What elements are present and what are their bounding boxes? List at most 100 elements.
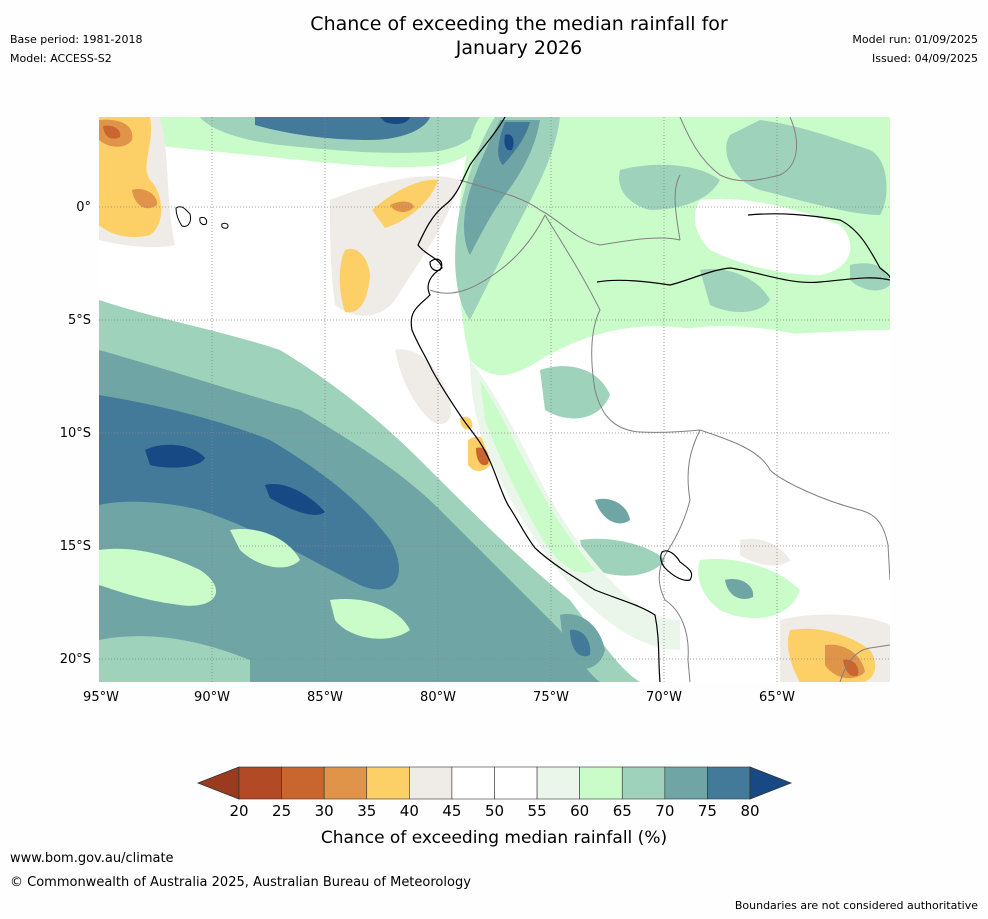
issued-text: Issued: 04/09/2025 <box>871 52 978 65</box>
border-peru-bolivia <box>658 429 701 601</box>
graticule <box>99 117 890 682</box>
header-right: Model run: 01/09/2025 Issued: 04/09/2025 <box>852 30 978 68</box>
region-land-neutral-amazon <box>694 199 851 275</box>
border-ecuador-peru <box>429 214 546 294</box>
colorbar-segment <box>451 766 495 800</box>
lat-label-5s: 5°S <box>68 313 91 328</box>
coastlines <box>410 117 890 682</box>
country-borders <box>429 117 890 682</box>
coastline-lake-titicaca <box>660 550 693 581</box>
colorbar-tick-label: 50 <box>485 802 504 820</box>
colorbar-segment <box>579 766 623 800</box>
region-land-neutral-south <box>680 326 890 474</box>
galapagos-san-cristobal <box>221 222 229 229</box>
colorbar-segment <box>494 766 538 800</box>
colorbar-tick-label: 70 <box>655 802 674 820</box>
region-land-wet-amazon-2 <box>850 263 890 291</box>
colorbar-tick-label: 20 <box>229 802 248 820</box>
longitude-labels: 95°W 90°W 85°W 80°W 75°W 70°W 65°W <box>83 690 795 705</box>
region-ocean-mod-wet-south-2 <box>230 529 300 568</box>
border-colombia-ecuador <box>459 179 681 246</box>
colorbar-segment <box>366 766 410 800</box>
disclaimer-text: Boundaries are not considered authoritat… <box>734 899 978 912</box>
coastline-amazon-river <box>596 267 890 286</box>
colorbar-segment <box>664 766 708 800</box>
colorbar-tick-label: 25 <box>272 802 291 820</box>
colorbar-segment <box>409 766 453 800</box>
colorbar-extend-high <box>749 766 793 800</box>
colorbar-tick-label: 60 <box>570 802 589 820</box>
colorbar-tick-label: 35 <box>357 802 376 820</box>
region-coastal-near-neutral <box>395 349 452 424</box>
region-land-neutral-southeast <box>680 476 890 620</box>
galapagos-santa-cruz <box>199 217 208 225</box>
border-peru-brazil <box>544 214 701 433</box>
coastline-gulf-guayaquil <box>429 258 443 272</box>
region-land-wet-central-2 <box>580 538 665 576</box>
region-ocean-mod-wet-south-3 <box>330 599 410 639</box>
region-land-wet-ne <box>726 120 887 215</box>
region-land-more-wet-central <box>595 498 630 524</box>
region-land-wet-ne-2 <box>619 164 720 210</box>
region-land-near-neutral-se <box>740 538 790 566</box>
colorbar-segments <box>238 766 751 800</box>
region-ocean-very-wet-south-patch <box>570 629 591 657</box>
border-colombia-venezuela <box>679 117 798 182</box>
galapagos-isabela <box>175 206 191 227</box>
region-ocean-very-wet <box>99 395 399 590</box>
lon-label-75w: 75°W <box>533 690 569 705</box>
region-north-ocean-extreme-wet <box>380 117 410 125</box>
colorbar-label: Chance of exceeding median rainfall (%) <box>321 828 667 848</box>
region-dry-nw-mod-2 <box>132 189 158 209</box>
colorbar-segment <box>536 766 580 800</box>
region-ocean-extreme-wet-2 <box>265 484 325 515</box>
region-land-wet-central <box>540 366 610 419</box>
header-left: Base period: 1981-2018 Model: ACCESS-S2 <box>10 30 142 68</box>
colorbar-segment <box>707 766 751 800</box>
region-land-mod-wet-band <box>480 380 595 573</box>
lat-label-20s: 20°S <box>60 652 91 667</box>
lat-label-10s: 10°S <box>60 426 91 441</box>
coastline-west-south-america <box>410 117 661 682</box>
colorbar-tick-label: 45 <box>442 802 461 820</box>
copyright-text: © Commonwealth of Australia 2025, Austra… <box>10 875 471 890</box>
bom-website-link[interactable]: www.bom.gov.au/climate <box>10 851 174 866</box>
lon-label-85w: 85°W <box>307 690 343 705</box>
region-dry-nw-strong-1 <box>103 125 121 139</box>
border-colombia-brazil <box>674 174 681 241</box>
model-run-text: Model run: 01/09/2025 <box>852 33 978 46</box>
colorbar-extend-low <box>196 766 240 800</box>
lat-label-0: 0° <box>76 200 91 215</box>
region-north-ocean-very-wet <box>255 117 430 140</box>
colorbar-tick-labels: 20 25 30 35 40 45 50 55 60 65 70 75 80 <box>229 802 759 820</box>
colorbar-segment <box>238 766 282 800</box>
model-text: Model: ACCESS-S2 <box>10 52 112 65</box>
region-ocean-extreme-wet-1 <box>145 444 205 468</box>
border-chile-bolivia <box>664 599 691 682</box>
region-dry-se-strong <box>843 659 859 677</box>
galapagos-islands <box>175 206 229 229</box>
map-title: Chance of exceeding the median rainfall … <box>194 12 844 60</box>
colorbar-tick-label: 80 <box>740 802 759 820</box>
rainfall-map <box>99 117 890 682</box>
colorbar-tick-label: 65 <box>613 802 632 820</box>
title-line-2: January 2026 <box>455 37 583 59</box>
colorbar-segment <box>323 766 368 800</box>
region-land-more-wet-se <box>725 579 754 599</box>
coastline-amazon-river-upper <box>747 213 890 279</box>
border-bolivia-brazil <box>699 429 890 581</box>
lat-label-15s: 15°S <box>60 539 91 554</box>
colorbar-tick-label: 55 <box>528 802 547 820</box>
lon-label-70w: 70°W <box>646 690 682 705</box>
lon-label-90w: 90°W <box>194 690 230 705</box>
colorbar-tick-label: 40 <box>400 802 419 820</box>
colorbar-segment <box>281 766 325 800</box>
region-dry-central-slight-2 <box>339 248 370 313</box>
region-land-slight-wet-band <box>470 360 680 650</box>
border-argentina-paraguay <box>839 644 890 682</box>
base-period-text: Base period: 1981-2018 <box>10 33 143 46</box>
region-land-extreme-wet-north <box>504 134 514 151</box>
region-ocean-mod-wet-south <box>99 548 217 606</box>
latitude-labels: 0° 5°S 10°S 15°S 20°S <box>60 200 91 667</box>
